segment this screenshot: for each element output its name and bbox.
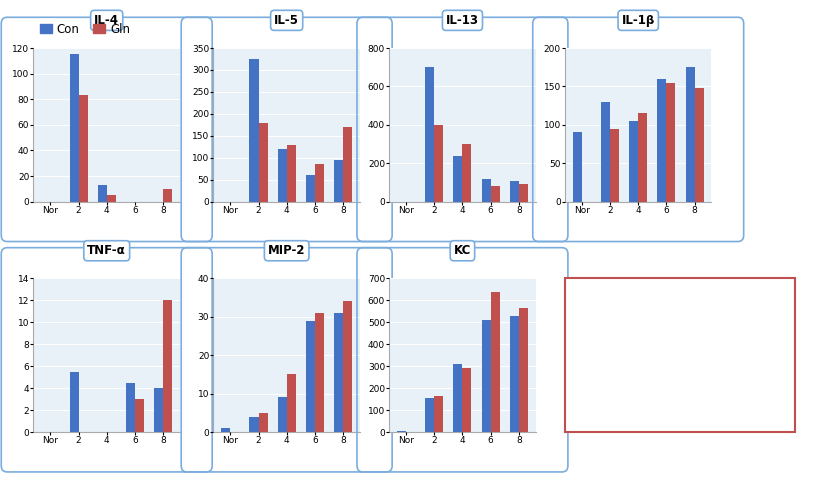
Text: MIP-2: MIP-2 [268, 244, 305, 257]
Bar [609, 129, 619, 202]
Text: IL-1β: IL-1β [621, 14, 654, 27]
Bar [135, 399, 144, 432]
Bar [656, 79, 665, 202]
Bar [98, 185, 107, 202]
Bar [462, 368, 471, 432]
Text: IL-4: IL-4 [94, 14, 119, 27]
Bar [434, 396, 443, 432]
Bar [572, 132, 581, 202]
Bar [305, 321, 314, 432]
Bar [314, 313, 324, 432]
Bar [286, 374, 295, 432]
Bar [518, 184, 528, 202]
Bar [154, 388, 163, 432]
Bar [518, 308, 528, 432]
Bar [69, 54, 79, 202]
Bar [453, 156, 462, 202]
Bar [163, 189, 172, 202]
Bar [629, 121, 638, 202]
Bar [462, 144, 471, 202]
Bar [334, 160, 343, 202]
Bar [509, 316, 518, 432]
Bar [249, 59, 258, 202]
Bar [600, 102, 609, 202]
Legend: Con, Gln: Con, Gln [35, 18, 135, 40]
Text: IL-12, INF-γ
IL-17은 검출되지
않았음.: IL-12, INF-γ IL-17은 검출되지 않았음. [580, 306, 648, 359]
Bar [249, 417, 258, 432]
Bar [278, 149, 286, 202]
Text: IL-5: IL-5 [274, 14, 298, 27]
Bar [258, 413, 268, 432]
Bar [79, 96, 88, 202]
Bar [278, 397, 286, 432]
Bar [396, 431, 405, 432]
Bar [305, 175, 314, 202]
Bar [343, 301, 352, 432]
Bar [425, 67, 434, 202]
Bar [163, 300, 172, 432]
Bar [694, 88, 703, 202]
Bar [481, 179, 490, 202]
Bar [509, 181, 518, 202]
Bar [453, 364, 462, 432]
Bar [314, 164, 324, 202]
Bar [481, 320, 490, 432]
Bar [69, 372, 79, 432]
Bar [258, 123, 268, 202]
FancyBboxPatch shape [564, 278, 794, 432]
Bar [637, 113, 646, 202]
Bar [125, 383, 135, 432]
Bar [286, 144, 295, 202]
Bar [343, 127, 352, 202]
Bar [685, 67, 694, 202]
Bar [221, 428, 230, 432]
Bar [425, 398, 434, 432]
Text: IL-13: IL-13 [446, 14, 478, 27]
Text: TNF-α: TNF-α [87, 244, 126, 257]
Bar [490, 186, 499, 202]
Bar [665, 83, 675, 202]
Bar [334, 313, 343, 432]
Bar [434, 125, 443, 202]
Text: KC: KC [453, 244, 471, 257]
Bar [490, 291, 499, 432]
Bar [107, 195, 115, 202]
